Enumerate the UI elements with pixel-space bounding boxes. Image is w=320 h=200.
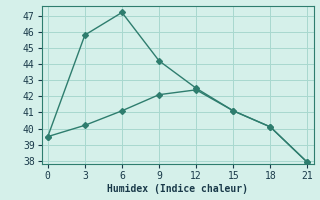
X-axis label: Humidex (Indice chaleur): Humidex (Indice chaleur): [107, 184, 248, 194]
